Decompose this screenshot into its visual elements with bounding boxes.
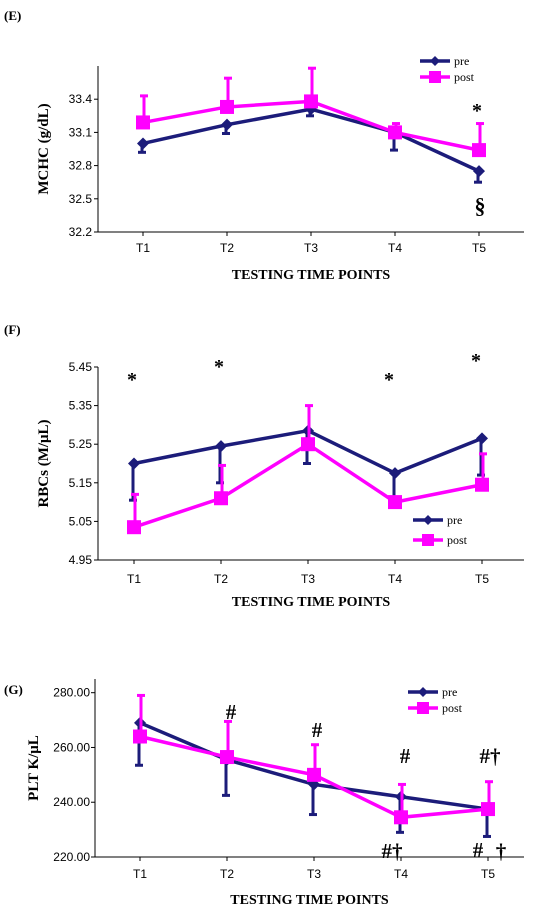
data-point-post	[481, 802, 495, 817]
x-tick-label: T4	[388, 241, 402, 255]
significance-marker: *	[214, 356, 224, 378]
data-point-post	[307, 767, 321, 782]
y-tick-label: 5.15	[69, 476, 93, 490]
significance-marker: #	[226, 700, 237, 724]
legend-label-post: post	[442, 701, 463, 715]
significance-marker: #†	[480, 744, 501, 768]
data-point-post	[136, 115, 150, 130]
y-tick-label: 5.45	[69, 360, 93, 374]
x-axis-title: TESTING TIME POINTS	[230, 893, 389, 908]
significance-marker: *	[384, 369, 394, 391]
x-axis-title: TESTING TIME POINTS	[232, 268, 391, 283]
y-tick-label: 32.8	[69, 159, 93, 173]
x-tick-label: T5	[481, 867, 495, 881]
x-tick-label: T1	[136, 241, 150, 255]
data-point-post	[394, 810, 408, 825]
legend-marker-post	[429, 71, 441, 83]
significance-marker: §	[475, 193, 486, 218]
data-point-post	[220, 750, 234, 765]
data-point-pre	[128, 457, 140, 470]
x-tick-label: T5	[475, 572, 489, 586]
data-point-post	[475, 477, 489, 492]
series-post	[133, 693, 495, 825]
significance-marker: #	[312, 718, 323, 742]
y-tick-label: 32.5	[69, 192, 93, 206]
y-tick-label: 5.25	[69, 437, 93, 451]
y-tick-label: 220.00	[53, 850, 90, 864]
y-axis-title: RBCs (M/μL)	[36, 419, 52, 507]
data-point-pre	[221, 118, 233, 131]
data-point-pre	[389, 467, 401, 480]
y-tick-label: 240.00	[53, 795, 90, 809]
legend-label-post: post	[454, 70, 475, 84]
data-point-post	[388, 125, 402, 140]
data-point-post	[214, 491, 228, 506]
x-tick-label: T2	[220, 867, 234, 881]
chart-panel-g: (G) 220.00 240.00 260.00 280.00 T1 T2 T3 T4 T5 PLT…	[4, 679, 524, 908]
data-point-post	[304, 94, 318, 109]
x-tick-label: T1	[133, 867, 147, 881]
y-tick-label: 5.35	[69, 399, 93, 413]
data-point-pre	[137, 137, 149, 150]
legend: pre post	[408, 685, 463, 715]
x-tick-label: T3	[307, 867, 321, 881]
x-tick-label: T4	[394, 867, 408, 881]
legend: pre post	[420, 54, 475, 84]
significance-marker: †	[496, 839, 507, 863]
significance-marker: #†	[382, 839, 403, 863]
panel-label: (G)	[4, 682, 23, 697]
y-tick-label: 280.00	[53, 686, 90, 700]
x-tick-label: T4	[388, 572, 402, 586]
legend-marker-pre	[418, 687, 428, 697]
data-point-pre	[473, 165, 485, 178]
data-point-post	[388, 495, 402, 510]
legend-label-post: post	[447, 533, 468, 547]
legend-marker-pre	[423, 515, 433, 525]
data-point-post	[133, 729, 147, 744]
series-post	[127, 404, 489, 535]
y-axis-title: MCHC (g/dL)	[36, 103, 52, 194]
x-tick-label: T3	[301, 572, 315, 586]
panel-label: (F)	[4, 322, 21, 337]
y-tick-label: 260.00	[53, 740, 90, 754]
x-tick-label: T2	[214, 572, 228, 586]
significance-marker: #	[400, 744, 411, 768]
data-point-post	[301, 437, 315, 452]
significance-marker: *	[471, 350, 481, 372]
y-tick-label: 33.1	[69, 125, 93, 139]
data-point-pre	[476, 432, 488, 445]
panel-label: (E)	[4, 8, 21, 23]
series-post	[136, 66, 486, 158]
data-point-post	[220, 99, 234, 114]
chart-panel-f: (F) 4.95 5.05 5.15 5.25 5.35 5.45 T1 T2 T3 T4 T5 RBC…	[4, 322, 524, 610]
significance-marker: #	[473, 838, 484, 862]
legend-label-pre: pre	[447, 513, 462, 527]
y-tick-label: 33.4	[69, 92, 93, 106]
y-tick-label: 5.05	[69, 514, 93, 528]
legend-marker-post	[417, 702, 429, 714]
x-axis-title: TESTING TIME POINTS	[232, 595, 391, 610]
data-point-post	[472, 143, 486, 158]
legend-marker-pre	[430, 56, 440, 66]
data-point-pre	[215, 440, 227, 453]
significance-marker: *	[127, 369, 137, 391]
chart-panel-e: (E) 32.2 32.5 32.8 33.1 33.4 T1 T2 T3 T4 T5 MCHC (g…	[4, 8, 524, 283]
data-point-post	[127, 520, 141, 535]
x-tick-label: T3	[304, 241, 318, 255]
legend-label-pre: pre	[454, 54, 469, 68]
x-tick-label: T1	[127, 572, 141, 586]
legend-marker-post	[422, 534, 434, 546]
legend-label-pre: pre	[442, 685, 457, 699]
y-tick-label: 4.95	[69, 553, 93, 567]
legend: pre post	[413, 513, 468, 547]
x-tick-label: T5	[472, 241, 486, 255]
significance-marker: *	[472, 100, 482, 122]
y-tick-label: 32.2	[69, 225, 93, 239]
x-tick-label: T2	[220, 241, 234, 255]
y-axis-title: PLT K/μL	[26, 735, 42, 801]
